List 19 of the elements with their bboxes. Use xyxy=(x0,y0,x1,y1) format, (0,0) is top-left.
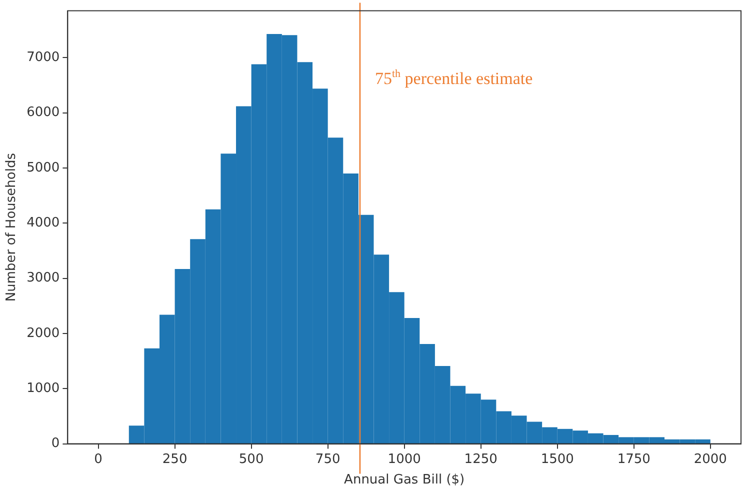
y-tick-label: 1000 xyxy=(26,381,60,396)
y-tick-label: 6000 xyxy=(26,105,60,120)
y-axis-title: Number of Households xyxy=(4,152,20,302)
y-tick-label: 3000 xyxy=(26,270,60,286)
x-tick-label: 1750 xyxy=(617,452,650,467)
x-tick-label: 250 xyxy=(162,452,188,467)
y-tick-label: 7000 xyxy=(26,50,60,66)
x-tick-label: 1000 xyxy=(388,452,421,467)
x-axis-title: Annual Gas Bill ($) xyxy=(344,472,465,488)
y-tick-label: 0 xyxy=(51,436,60,452)
y-tick-label: 4000 xyxy=(26,216,60,231)
x-tick-label: 2000 xyxy=(694,452,727,467)
x-tick-label: 1500 xyxy=(540,452,574,467)
x-tick-label: 1250 xyxy=(464,452,498,467)
y-tick-label: 2000 xyxy=(26,326,60,341)
x-tick-label: 500 xyxy=(238,452,264,467)
y-tick-label: 5000 xyxy=(26,160,60,176)
x-tick-label: 750 xyxy=(315,452,340,467)
x-tick-label: 0 xyxy=(94,452,102,467)
